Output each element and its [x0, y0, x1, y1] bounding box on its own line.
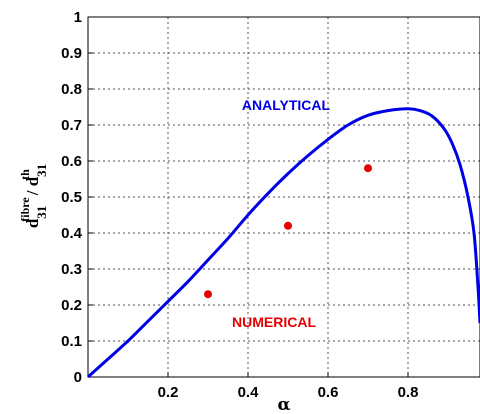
y-tick-label: 0.1: [61, 333, 82, 350]
x-tick-label: 0.8: [398, 384, 419, 401]
y-label-sup2: th: [18, 169, 32, 180]
y-tick-label: 0.7: [61, 117, 82, 134]
y-tick-label: 0.2: [61, 297, 82, 314]
y-tick-label: 0.6: [61, 153, 82, 170]
y-label-sub1: 31: [34, 206, 49, 219]
x-axis-label: α: [277, 395, 290, 414]
svg-text:d31fibre/ d31th: d31fibre/ d31th: [18, 164, 49, 228]
x-tick-label: 0.4: [238, 384, 260, 401]
numerical-point: [284, 222, 292, 230]
y-tick-label: 1: [74, 9, 82, 26]
analytical-curve: [88, 109, 480, 377]
y-tick-label: 0: [74, 369, 82, 386]
y-tick-label: 0.9: [61, 45, 82, 62]
legend-analytical: ANALYTICAL: [242, 97, 331, 113]
series-layer: [88, 109, 480, 377]
legend-numerical: NUMERICAL: [232, 314, 316, 330]
y-tick-label: 0.5: [61, 189, 82, 206]
y-tick-label: 0.4: [61, 225, 83, 242]
numerical-point: [364, 164, 372, 172]
y-tick-label: 0.8: [61, 81, 82, 98]
y-tick-label: 0.3: [61, 261, 82, 278]
x-tick-label: 0.6: [318, 384, 339, 401]
y-axis-label: d31fibre/ d31th: [18, 164, 49, 228]
numerical-point: [204, 290, 212, 298]
x-tick-label: 0.2: [158, 384, 179, 401]
y-label-sup1: fibre: [18, 197, 32, 222]
y-label-sub2: 31: [34, 164, 49, 177]
